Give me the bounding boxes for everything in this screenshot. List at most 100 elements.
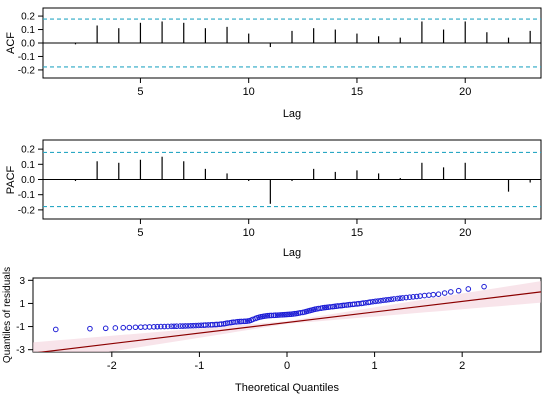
acf-ylabel: ACF — [5, 32, 17, 54]
qq-point — [481, 283, 487, 290]
qq-point — [406, 294, 413, 300]
qq-point — [278, 312, 284, 318]
pacf-ytick-label--0.1: -0.1 — [18, 190, 36, 201]
qq-point — [179, 323, 186, 329]
qq-point — [190, 322, 197, 329]
acf-ytick-label-0.2: 0.2 — [21, 12, 35, 23]
qq-point — [285, 311, 291, 318]
qq-point — [426, 292, 432, 298]
qq-x-axis: -2 -1 0 1 2 — [107, 352, 465, 372]
pacf-ci-lines — [43, 151, 541, 208]
acf-xtick-label-20: 20 — [459, 86, 471, 98]
qq-point — [158, 323, 164, 330]
qq-point — [182, 323, 189, 329]
qq-point — [202, 322, 209, 328]
acf-bars — [74, 21, 531, 48]
qq-point — [367, 299, 374, 305]
qq-point — [132, 324, 139, 331]
pacf-xlabel: Lag — [283, 247, 301, 259]
qq-point — [391, 296, 397, 302]
acf-panel: 5 10 15 20 -0.2 -0.1 0.0 0.1 0.2 Lag ACF — [5, 7, 542, 120]
qq-band — [33, 281, 541, 352]
qq-xtick-label--1: -1 — [195, 360, 205, 372]
acf-ytick-label--0.1: -0.1 — [18, 52, 36, 63]
qq-reference-line — [37, 291, 541, 352]
pacf-y-axis: -0.2 -0.1 0.0 0.1 0.2 — [18, 145, 43, 216]
qq-point — [171, 323, 177, 330]
qq-point — [385, 296, 392, 303]
qq-point — [271, 312, 277, 319]
qq-point — [151, 323, 157, 330]
acf-ytick-label--0.2: -0.2 — [18, 65, 36, 76]
qq-xtick-label-1: 1 — [372, 360, 378, 372]
qq-point — [455, 287, 462, 294]
qq-point — [447, 289, 454, 295]
pacf-ytick-label-0.2: 0.2 — [21, 145, 35, 156]
qq-point — [413, 293, 420, 300]
qq-point — [281, 311, 288, 318]
qq-point — [375, 298, 381, 304]
acf-xlabel: Lag — [283, 108, 301, 120]
acf-xtick-label-10: 10 — [243, 86, 255, 98]
qq-point — [185, 323, 191, 329]
qq-point — [173, 323, 180, 330]
qq-point — [394, 295, 401, 302]
qq-point — [126, 324, 133, 331]
qq-point — [441, 290, 448, 296]
qq-point — [377, 297, 384, 304]
qq-ytick-label--1: -1 — [16, 322, 25, 333]
pacf-ytick-label-0.1: 0.1 — [21, 160, 35, 171]
pacf-bars — [74, 156, 531, 204]
acf-xtick-label-5: 5 — [137, 86, 143, 98]
pacf-ytick-label--0.2: -0.2 — [18, 205, 36, 216]
pacf-xtick-label-20: 20 — [459, 227, 471, 239]
qq-point — [410, 294, 416, 300]
qq-point — [279, 311, 286, 318]
qq-point — [388, 296, 395, 303]
qq-point — [380, 297, 387, 304]
qq-xtick-label-0: 0 — [284, 360, 290, 372]
qq-point — [274, 312, 281, 318]
qq-ytick-label-1: 1 — [19, 299, 25, 310]
pacf-xtick-label-5: 5 — [137, 227, 143, 239]
qq-xlabel: Theoretical Quantiles — [235, 382, 339, 394]
qq-point — [370, 298, 376, 305]
pacf-xtick-label-10: 10 — [243, 227, 255, 239]
acf-y-axis: -0.2 -0.1 0.0 0.1 0.2 — [18, 12, 43, 76]
qq-ytick-label-3: 3 — [19, 276, 25, 287]
pacf-ylabel: PACF — [5, 165, 17, 194]
qq-ylabel: Quantiles of residuals — [2, 267, 13, 363]
qq-xtick-label-2: 2 — [459, 360, 465, 372]
qq-point — [195, 322, 202, 329]
pacf-ytick-label-0.0: 0.0 — [21, 175, 35, 186]
qq-point — [465, 286, 472, 292]
qq-point — [168, 323, 175, 330]
qq-point — [87, 325, 93, 332]
pacf-panel: 5 10 15 20 -0.2 -0.1 0.0 0.1 0.2 Lag PACF — [5, 139, 542, 259]
qq-point — [161, 323, 168, 330]
qq-point — [397, 295, 403, 302]
qq-xtick-label--2: -2 — [107, 360, 117, 372]
qq-confidence-band — [33, 281, 541, 352]
qq-panel: -2 -1 0 1 2 -3 -1 1 3 Theoretical Quantiles Qua… — [2, 267, 542, 394]
pacf-xtick-label-15: 15 — [351, 227, 363, 239]
qq-point — [235, 318, 241, 325]
qq-point — [120, 324, 127, 331]
qq-point — [177, 323, 183, 329]
qq-point — [187, 322, 194, 329]
qq-y-axis: -3 -1 1 3 — [16, 276, 33, 356]
qq-point — [52, 326, 59, 333]
acf-x-axis: 5 10 15 20 — [137, 78, 471, 98]
acf-ytick-label-0.1: 0.1 — [21, 25, 35, 36]
qq-point — [383, 297, 389, 303]
qq-point — [112, 325, 119, 331]
acf-ytick-label-0.0: 0.0 — [21, 39, 35, 50]
qq-point — [193, 322, 199, 329]
qq-point — [154, 323, 161, 330]
qq-point — [399, 295, 406, 301]
qq-point — [372, 298, 379, 305]
qq-point — [165, 323, 171, 330]
qq-point — [403, 294, 409, 301]
qq-reference-line-mark — [37, 291, 541, 352]
